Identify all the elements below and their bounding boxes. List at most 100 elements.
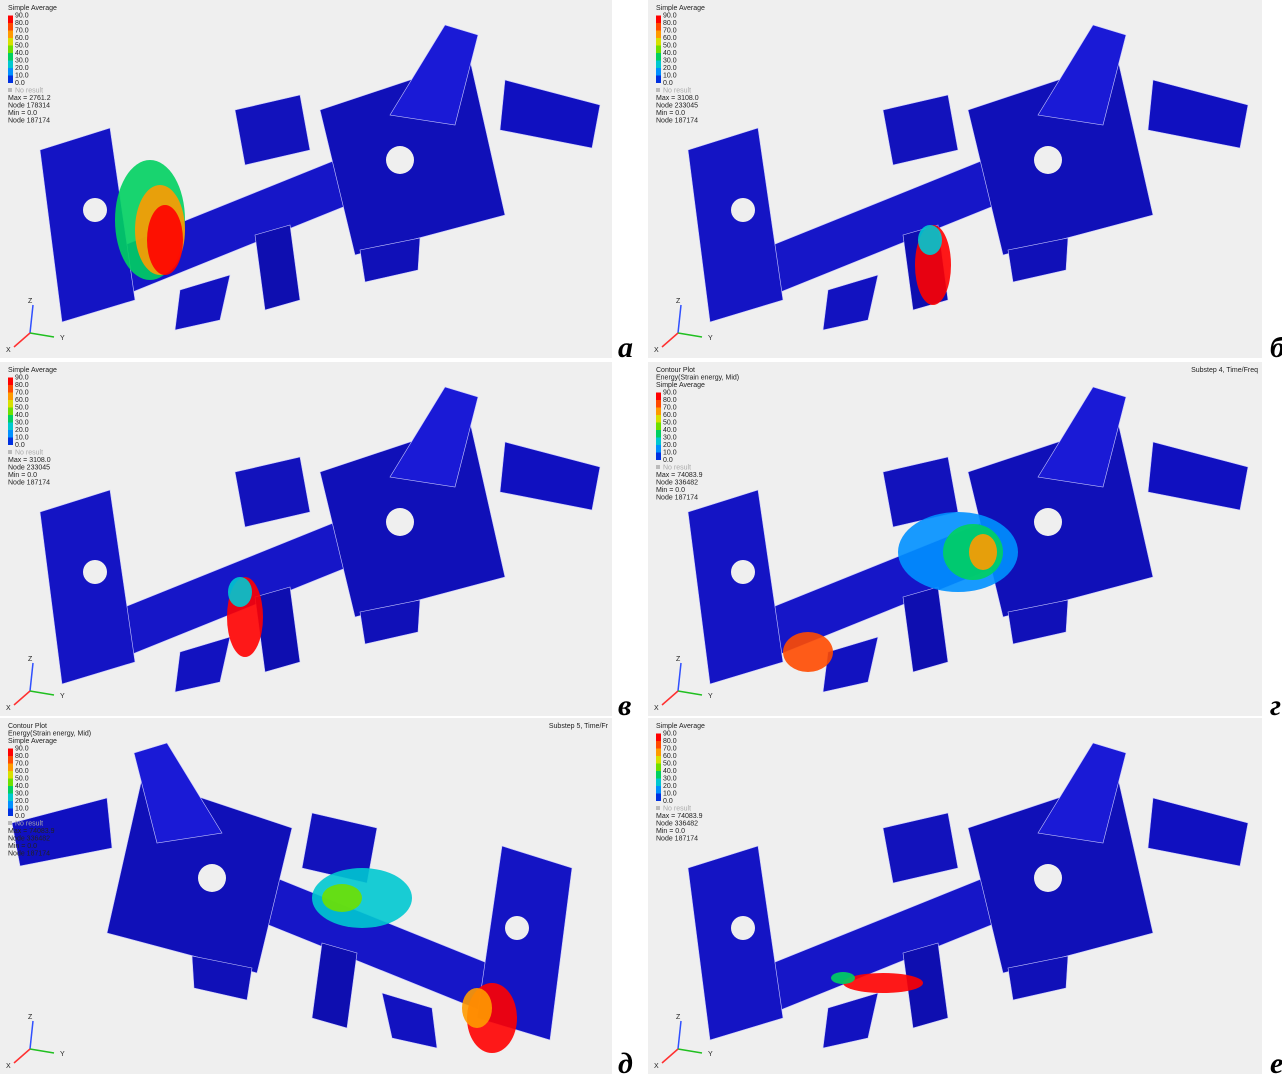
legend-value: 20.0 [15, 427, 29, 434]
legend-band [656, 38, 661, 46]
legend-band [656, 16, 661, 24]
panel-letter: б [1270, 331, 1282, 364]
contour-hotspot [462, 988, 492, 1028]
legend-value: 30.0 [663, 775, 677, 782]
hole [505, 916, 529, 940]
legend-band [8, 756, 13, 764]
panel-letter: а [618, 331, 633, 364]
legend-band [656, 734, 661, 742]
legend-band [656, 393, 661, 401]
hole [1034, 508, 1062, 536]
legend-value: 90.0 [15, 374, 29, 381]
no-result-swatch [8, 88, 12, 92]
no-result: No result [663, 87, 691, 94]
stat: Node 336482 [8, 835, 50, 842]
legend-band [8, 61, 13, 69]
legend-band [656, 453, 661, 461]
legend-band [656, 741, 661, 749]
legend-value: 0.0 [663, 80, 673, 87]
legend-band [8, 38, 13, 46]
legend-band [656, 786, 661, 794]
legend-value: 80.0 [15, 20, 29, 27]
legend-value: 40.0 [663, 50, 677, 57]
legend-value: 60.0 [663, 35, 677, 42]
legend-value: 70.0 [15, 389, 29, 396]
hole [83, 198, 107, 222]
stat: Node 336482 [656, 820, 698, 827]
legend-value: 30.0 [15, 790, 29, 797]
substep: Substep 4, Time/Freq [1191, 367, 1258, 374]
legend-band [656, 76, 661, 84]
legend-value: 60.0 [15, 768, 29, 775]
legend-band [656, 749, 661, 757]
legend-band [8, 23, 13, 31]
legend-value: 60.0 [15, 35, 29, 42]
hole [1034, 864, 1062, 892]
legend-value: 70.0 [663, 404, 677, 411]
legend-band [8, 408, 13, 416]
legend-band [656, 46, 661, 54]
legend-band [656, 68, 661, 76]
legend-band [8, 809, 13, 817]
legend-value: 50.0 [15, 42, 29, 49]
legend-value: 80.0 [663, 397, 677, 404]
legend-header: Simple Average [656, 5, 705, 12]
stat: Node 336482 [656, 479, 698, 486]
legend-value: 30.0 [15, 419, 29, 426]
no-result-swatch [8, 450, 12, 454]
legend-band [656, 400, 661, 408]
contour-hotspot [783, 632, 833, 672]
legend-value: 20.0 [663, 65, 677, 72]
axis-label: Y [60, 335, 65, 342]
legend-value: 40.0 [15, 412, 29, 419]
legend-band [8, 76, 13, 84]
axis-label: X [6, 347, 11, 354]
no-result-swatch [656, 88, 660, 92]
panel: Simple Average90.080.070.060.050.040.030… [648, 718, 1262, 1074]
figure: Simple Average90.080.070.060.050.040.030… [0, 0, 1282, 1074]
legend-value: 60.0 [663, 753, 677, 760]
contour-hotspot [918, 225, 942, 255]
legend-band [656, 423, 661, 431]
legend-band [8, 430, 13, 438]
legend-value: 20.0 [15, 798, 29, 805]
legend-band [8, 400, 13, 408]
legend-band [8, 764, 13, 772]
stat: Node 187174 [656, 117, 698, 124]
legend-band [8, 378, 13, 386]
stat: Node 187174 [8, 117, 50, 124]
axis-label: Z [676, 298, 681, 305]
panel: Simple Average90.080.070.060.050.040.030… [0, 362, 612, 716]
panel: Simple Average90.080.070.060.050.040.030… [0, 0, 612, 358]
legend-band [8, 786, 13, 794]
legend-band [8, 16, 13, 24]
legend-band [656, 756, 661, 764]
legend-value: 40.0 [15, 50, 29, 57]
axis-label: Y [708, 1051, 713, 1058]
hole [1034, 146, 1062, 174]
stat: Node 187174 [656, 494, 698, 501]
no-result-swatch [656, 465, 660, 469]
stat: Max = 3108.0 [8, 457, 51, 464]
axis-label: X [654, 705, 659, 712]
legend-value: 20.0 [15, 65, 29, 72]
legend-value: 60.0 [15, 397, 29, 404]
legend-value: 90.0 [15, 745, 29, 752]
hole [83, 560, 107, 584]
legend-band [656, 438, 661, 446]
legend-header: Simple Average [656, 382, 705, 389]
legend-band [656, 408, 661, 416]
legend-value: 50.0 [15, 775, 29, 782]
no-result: No result [15, 820, 43, 827]
stat: Min = 0.0 [8, 472, 37, 479]
contour-hotspot [228, 577, 252, 607]
legend-band [8, 794, 13, 802]
legend-band [656, 31, 661, 39]
axis-label: Y [708, 693, 713, 700]
legend-value: 90.0 [15, 12, 29, 19]
hole [386, 146, 414, 174]
legend-band [8, 801, 13, 809]
panel-letter: е [1270, 1047, 1282, 1074]
legend-value: 90.0 [663, 12, 677, 19]
legend-value: 50.0 [663, 419, 677, 426]
